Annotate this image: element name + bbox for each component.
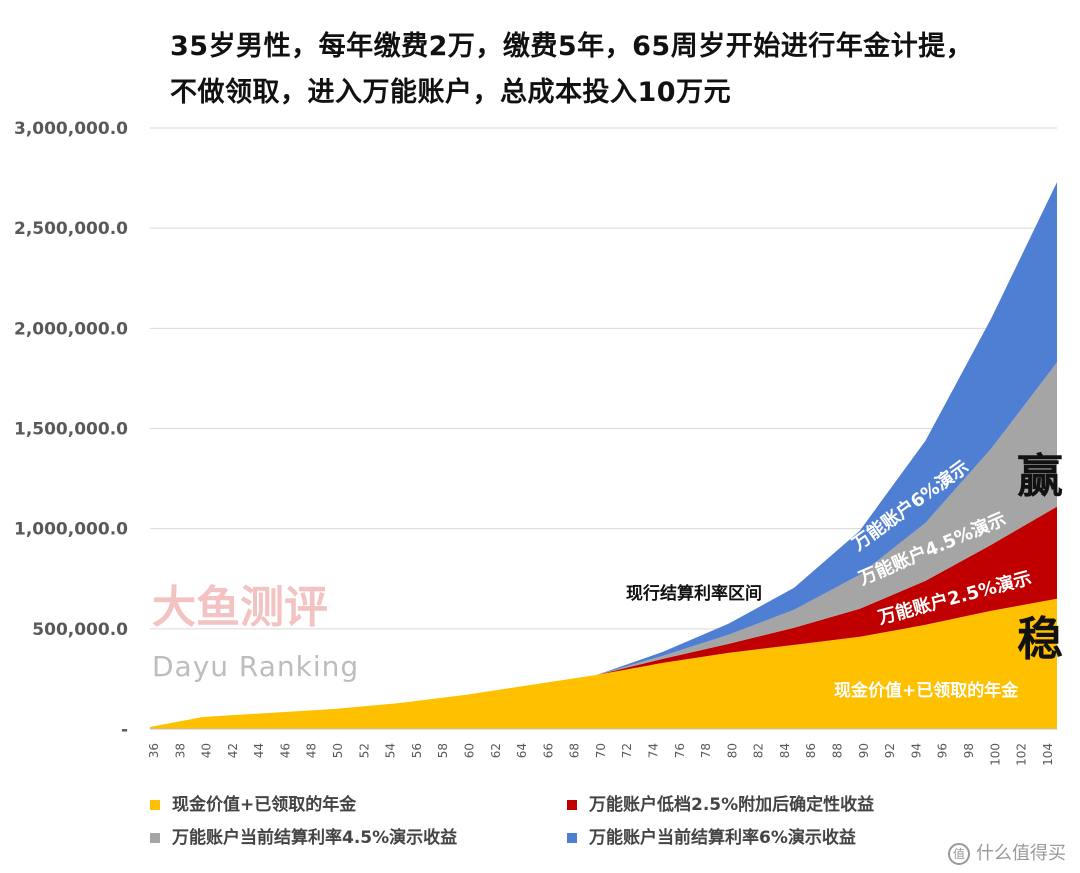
area-series-low — [150, 506, 1057, 727]
x-tick-label: 84 — [778, 743, 792, 758]
x-tick-label: 66 — [541, 743, 555, 758]
legend-swatch-high — [567, 833, 577, 843]
x-tick-label: 96 — [936, 743, 950, 758]
x-tick-label: 68 — [568, 743, 582, 758]
x-tick-label: 50 — [331, 743, 345, 758]
x-tick-label: 70 — [594, 743, 608, 758]
x-tick-label: 46 — [278, 743, 292, 758]
x-tick-label: 60 — [462, 743, 476, 758]
site-footer: 值什么值得买 — [948, 839, 1066, 865]
label-cash: 现金价值+已领取的年金 — [834, 680, 1019, 701]
x-tick-label: 56 — [410, 743, 424, 758]
range-label: 现行结算利率区间 — [626, 583, 762, 604]
y-axis: - 500,000.0 1,000,000.0 1,500,000.0 2,000,00… — [14, 119, 128, 740]
plot-area — [150, 182, 1057, 729]
x-tick-label: 104 — [1041, 743, 1055, 766]
y-tick-label: 1,000,000.0 — [14, 520, 128, 540]
label-win: 赢 — [1017, 449, 1063, 503]
label-steady: 稳 — [1017, 612, 1063, 666]
y-tick-label: 1,500,000.0 — [14, 420, 128, 440]
legend-label: 现金价值+已领取的年金 — [172, 795, 357, 815]
gridlines — [150, 127, 1057, 630]
x-tick-label: 78 — [699, 743, 713, 758]
x-tick-label: 94 — [909, 743, 923, 758]
y-tick-label: 500,000.0 — [32, 620, 128, 640]
legend-label: 万能账户低档2.5%附加后确定性收益 — [589, 795, 875, 815]
x-tick-label: 82 — [752, 743, 766, 758]
x-tick-label: 102 — [1015, 743, 1029, 766]
y-tick-label: - — [121, 720, 128, 740]
x-tick-label: 64 — [515, 743, 529, 758]
x-tick-label: 48 — [305, 743, 319, 758]
chart-title-line1: 35岁男性，每年缴费2万，缴费5年，65周岁开始进行年金计提， — [170, 31, 974, 62]
watermark: 大鱼测评 Dayu Ranking — [152, 582, 359, 683]
legend-swatch-mid — [150, 833, 160, 843]
watermark-cn: 大鱼测评 — [152, 582, 328, 633]
site-name: 什么值得买 — [976, 843, 1066, 864]
x-tick-label: 90 — [857, 743, 871, 758]
x-tick-label: 72 — [620, 743, 634, 758]
chart-title-line2: 不做领取，进入万能账户，总成本投入10万元 — [170, 77, 732, 108]
legend-item-low: 万能账户低档2.5%附加后确定性收益 — [567, 790, 874, 815]
x-tick-label: 36 — [147, 743, 161, 758]
x-tick-label: 52 — [357, 743, 371, 758]
x-tick-label: 76 — [673, 743, 687, 758]
watermark-en: Dayu Ranking — [152, 650, 359, 683]
x-tick-label: 80 — [725, 743, 739, 758]
legend-item-mid: 万能账户当前结算利率4.5%演示收益 — [150, 823, 457, 848]
x-tick-label: 42 — [226, 743, 240, 758]
x-tick-label: 92 — [883, 743, 897, 758]
legend-item-cash: 现金价值+已领取的年金 — [150, 790, 356, 815]
x-tick-label: 58 — [436, 743, 450, 758]
zdm-logo-icon: 值 — [948, 843, 970, 865]
y-tick-label: 3,000,000.0 — [14, 119, 128, 139]
y-tick-label: 2,500,000.0 — [14, 219, 128, 239]
x-tick-label: 54 — [384, 743, 398, 758]
x-tick-label: 62 — [489, 743, 503, 758]
legend-label: 万能账户当前结算利率4.5%演示收益 — [172, 828, 458, 848]
legend-swatch-low — [567, 800, 577, 810]
y-tick-label: 2,000,000.0 — [14, 319, 128, 339]
x-tick-label: 38 — [173, 743, 187, 758]
x-tick-label: 98 — [962, 743, 976, 758]
legend-label: 万能账户当前结算利率6%演示收益 — [589, 828, 856, 848]
x-tick-label: 40 — [200, 743, 214, 758]
legend-item-high: 万能账户当前结算利率6%演示收益 — [567, 823, 856, 848]
x-tick-label: 86 — [804, 743, 818, 758]
area-series-cash — [150, 598, 1057, 729]
x-tick-label: 100 — [988, 743, 1002, 766]
x-tick-label: 44 — [252, 743, 266, 758]
x-axis: 36 38 40 42 44 46 48 50 52 54 56 58 60 62 64 66 68 70 72 74… — [147, 728, 1057, 766]
x-tick-label: 74 — [647, 743, 661, 758]
x-tick-label: 88 — [831, 743, 845, 758]
legend-swatch-cash — [150, 800, 160, 810]
